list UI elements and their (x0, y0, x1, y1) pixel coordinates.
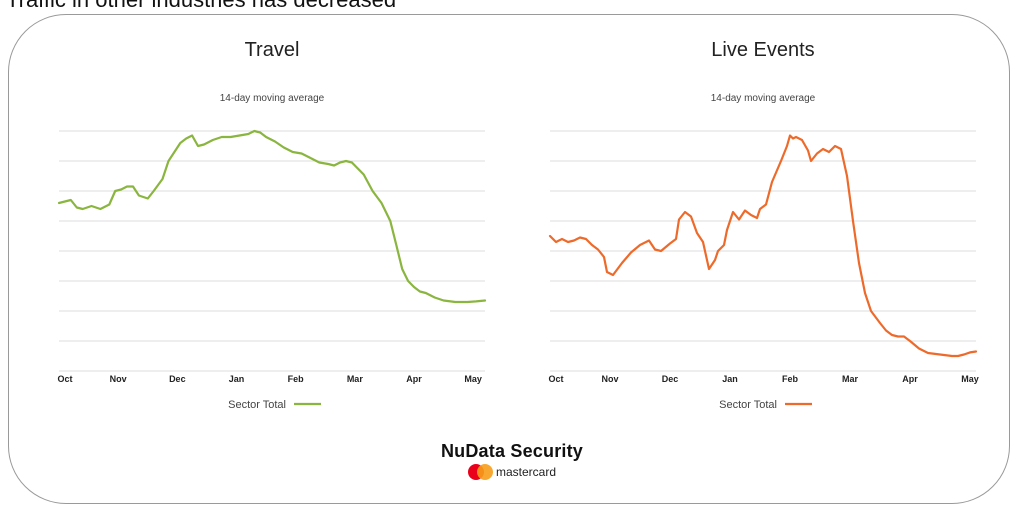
x-tick-label: May (961, 374, 979, 384)
x-tick-label: Dec (662, 374, 679, 384)
x-tick-label: Dec (169, 374, 186, 384)
x-tick-label: Nov (110, 374, 127, 384)
legend-label: Sector Total (719, 399, 777, 411)
x-tick-label: Nov (601, 374, 618, 384)
page-heading: Traffic in other industries has decrease… (6, 0, 396, 13)
x-tick-label: May (464, 374, 482, 384)
mastercard-logo-icon (467, 464, 493, 480)
chart-title: Live Events (711, 39, 814, 61)
legend-label: Sector Total (228, 399, 286, 411)
x-tick-label: Feb (288, 374, 305, 384)
live-events-chart: Live Events 14-day moving average Oct Nov De… (548, 39, 979, 411)
series-line (57, 129, 487, 304)
x-tick-label: Oct (548, 374, 563, 384)
x-tick-label: Apr (406, 374, 422, 384)
x-tick-label: Mar (347, 374, 364, 384)
x-tick-label: Oct (57, 374, 72, 384)
brand-sub-text: mastercard (495, 465, 557, 479)
series-line (548, 134, 978, 358)
chart-title: Travel (245, 39, 300, 61)
chart-card (8, 14, 1010, 504)
chart-subtitle: 14-day moving average (220, 93, 325, 104)
brand-sub: mastercard (0, 464, 1024, 480)
brand-name: NuData Security (440, 441, 584, 461)
travel-chart: Travel 14-day moving average Oct Nov Dec Jan F… (57, 39, 487, 411)
x-tick-label: Apr (902, 374, 918, 384)
x-tick-label: Jan (722, 374, 738, 384)
chart-subtitle: 14-day moving average (711, 93, 816, 104)
x-tick-label: Jan (229, 374, 245, 384)
x-tick-label: Mar (842, 374, 859, 384)
x-tick-label: Feb (782, 374, 799, 384)
